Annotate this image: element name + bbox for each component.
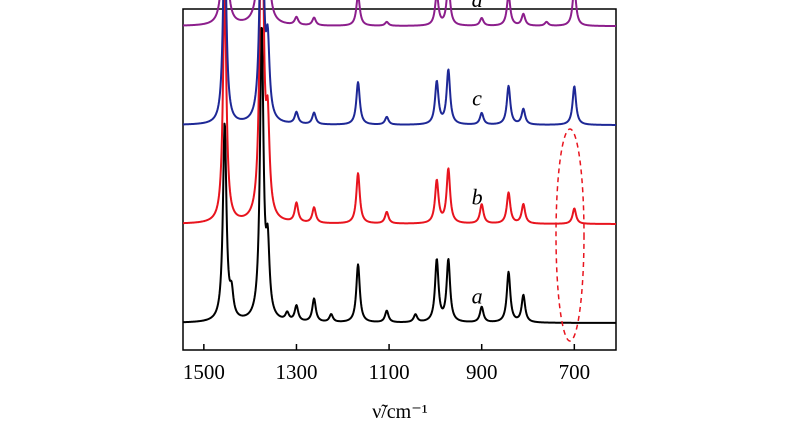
x-tick-label: 900: [466, 360, 498, 384]
x-tick-label: 1300: [275, 360, 317, 384]
series-label-b: b: [472, 185, 483, 210]
series-line-c: [182, 0, 617, 126]
x-tick-label: 1500: [183, 360, 225, 384]
series-layer: [182, 0, 617, 324]
highlight-ellipse: [555, 128, 585, 342]
series-line-d: [182, 0, 617, 28]
series-label-a: a: [472, 284, 483, 309]
x-axis-label: ν̃/cm⁻¹: [372, 401, 428, 423]
series-label-c: c: [472, 86, 482, 111]
x-axis-ticks: 1500 1300 1100 900 700: [183, 344, 590, 384]
series-label-d: d: [472, 0, 484, 12]
x-tick-label: 1100: [368, 360, 409, 384]
x-tick-label: 700: [559, 360, 591, 384]
plot-frame: [182, 8, 617, 351]
series-labels: a b c d: [472, 0, 484, 309]
series-line-b: [182, 0, 617, 225]
series-line-a: [182, 26, 617, 324]
